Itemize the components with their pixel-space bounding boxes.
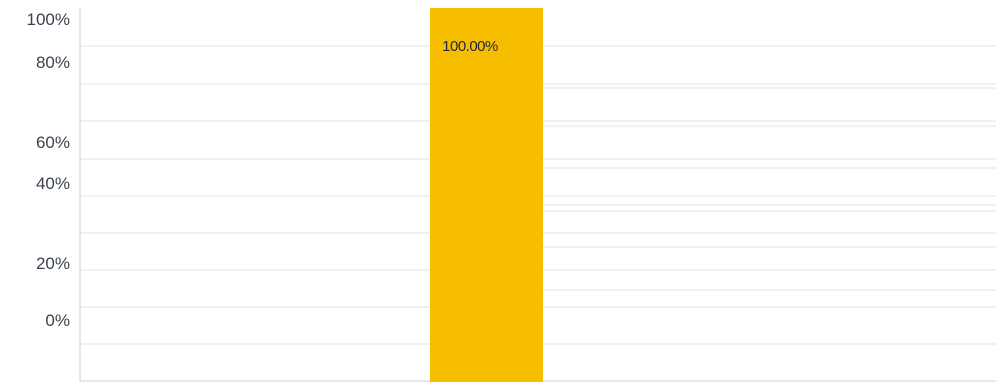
y-tick-label: 0%	[45, 311, 70, 330]
bars	[430, 8, 543, 382]
y-tick-label: 80%	[36, 53, 70, 72]
y-tick-label: 60%	[36, 133, 70, 152]
bar-data-label: 100.00%	[442, 38, 498, 55]
bar	[430, 8, 543, 382]
data-labels: 100.00%	[442, 38, 498, 55]
y-tick-label: 20%	[36, 254, 70, 273]
y-tick-label: 100%	[27, 10, 70, 29]
y-tick-labels: 100% 80% 60% 40% 20% 0%	[27, 10, 70, 330]
y-tick-label: 40%	[36, 174, 70, 193]
